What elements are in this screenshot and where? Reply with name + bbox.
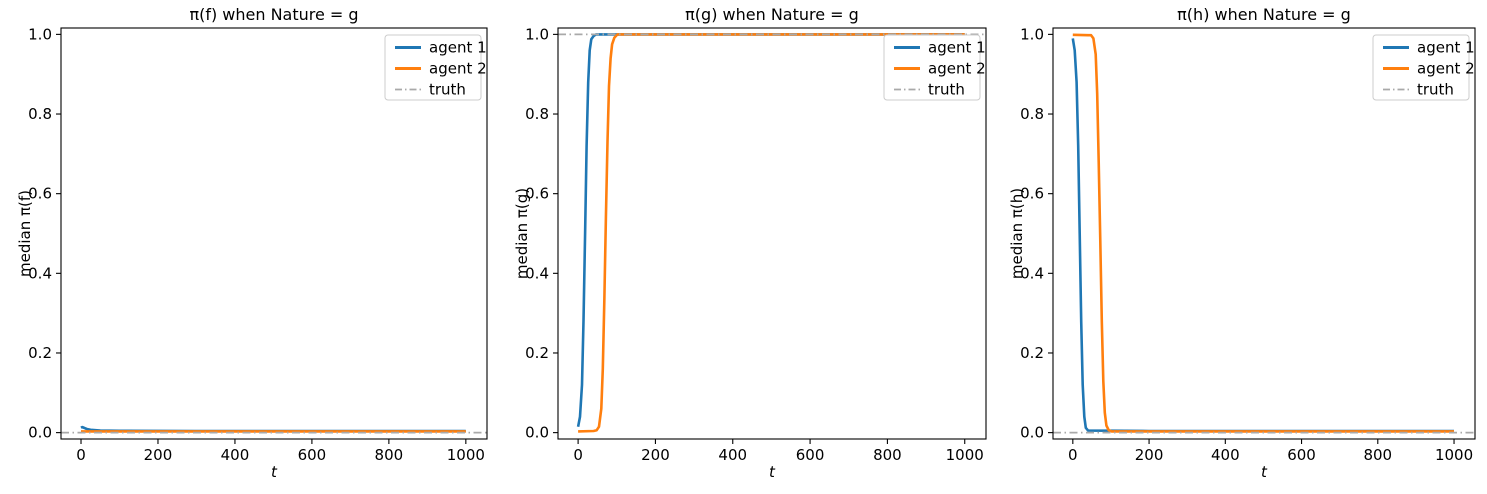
subplot-3: π(h) when Nature = g 0 200 400 600 800 1000 0.0… <box>1008 5 1476 481</box>
y-tick-label: 0.6 <box>525 185 549 203</box>
legend-label: agent 1 <box>928 39 986 57</box>
legend-item-truth: truth <box>894 81 965 99</box>
x-tick-label: 800 <box>873 446 902 464</box>
x-tick-label: 1000 <box>1435 446 1473 464</box>
y-tick-label: 0.2 <box>28 344 52 362</box>
legend: agent 1 agent 2 truth <box>1372 34 1475 101</box>
x-tick-label: 1000 <box>946 446 984 464</box>
legend-item-agent-1: agent 1 <box>395 39 487 57</box>
y-tick-label: 0.4 <box>28 264 52 282</box>
legend-item-agent-2: agent 2 <box>1383 60 1475 78</box>
y-tick-label: 0.4 <box>1020 264 1044 282</box>
legend-label: agent 2 <box>429 60 487 78</box>
legend-box <box>1372 34 1470 101</box>
series-group <box>558 33 986 433</box>
x-tick-label: 0 <box>76 446 86 464</box>
legend-label: agent 2 <box>1417 60 1475 78</box>
y-axis-label: median π(g) <box>513 188 531 279</box>
y-tick-label: 0.6 <box>28 185 52 203</box>
y-tick-label: 1.0 <box>28 25 52 43</box>
y-axis: 0.0 0.2 0.4 0.6 0.8 1.0 <box>525 25 558 442</box>
y-tick-label: 0.0 <box>28 424 52 442</box>
series-group <box>1053 33 1475 434</box>
x-axis: 0 200 400 600 800 1000 <box>76 439 485 464</box>
x-axis: 0 200 400 600 800 1000 <box>1068 439 1473 464</box>
chart-title: π(g) when Nature = g <box>685 5 859 24</box>
x-tick-label: 200 <box>144 446 173 464</box>
y-tick-label: 0.4 <box>525 264 549 282</box>
legend-item-agent-1: agent 1 <box>894 39 986 57</box>
x-tick-label: 0 <box>1068 446 1078 464</box>
x-tick-label: 400 <box>221 446 250 464</box>
y-tick-label: 1.0 <box>525 25 549 43</box>
x-tick-label: 800 <box>1363 446 1392 464</box>
legend-item-agent-1: agent 1 <box>1383 39 1475 57</box>
x-axis-label: t <box>1261 463 1268 481</box>
legend: agent 1 agent 2 truth <box>384 34 487 101</box>
y-tick-label: 0.0 <box>1020 424 1044 442</box>
legend-box <box>883 34 981 101</box>
axes-spines <box>60 27 488 440</box>
y-axis: 0.0 0.2 0.4 0.6 0.8 1.0 <box>28 25 61 442</box>
x-axis-label: t <box>271 463 278 481</box>
y-tick-label: 0.2 <box>1020 344 1044 362</box>
legend-label: truth <box>1417 81 1454 99</box>
series-line-agent-2 <box>1072 33 1454 433</box>
subplot-2: π(g) when Nature = g 0 200 400 600 800 1000 0.0… <box>513 5 987 481</box>
legend: agent 1 agent 2 truth <box>883 34 986 101</box>
y-tick-label: 1.0 <box>1020 25 1044 43</box>
x-tick-label: 600 <box>298 446 327 464</box>
y-tick-label: 0.6 <box>1020 185 1044 203</box>
legend-label: truth <box>429 81 466 99</box>
x-tick-label: 200 <box>1135 446 1164 464</box>
y-tick-label: 0.8 <box>525 105 549 123</box>
y-axis-label: median π(f) <box>16 190 34 277</box>
legend-label: agent 1 <box>1417 39 1475 57</box>
x-axis: 0 200 400 600 800 1000 <box>573 439 984 464</box>
x-tick-label: 600 <box>1287 446 1316 464</box>
y-tick-label: 0.8 <box>28 105 52 123</box>
axes-spines <box>557 27 987 440</box>
y-axis: 0.0 0.2 0.4 0.6 0.8 1.0 <box>1020 25 1053 442</box>
x-tick-label: 400 <box>1211 446 1240 464</box>
y-axis-label: median π(h) <box>1008 188 1026 279</box>
legend-label: agent 2 <box>928 60 986 78</box>
x-tick-label: 1000 <box>447 446 485 464</box>
y-tick-label: 0.8 <box>1020 105 1044 123</box>
legend-item-truth: truth <box>1383 81 1454 99</box>
legend-label: truth <box>928 81 965 99</box>
x-tick-label: 0 <box>573 446 583 464</box>
legend-item-truth: truth <box>395 81 466 99</box>
legend-item-agent-2: agent 2 <box>894 60 986 78</box>
legend-item-agent-2: agent 2 <box>395 60 487 78</box>
x-tick-label: 600 <box>796 446 825 464</box>
x-tick-label: 800 <box>375 446 404 464</box>
series-group <box>61 425 487 434</box>
y-tick-label: 0.0 <box>525 424 549 442</box>
subplot-1: π(f) when Nature = g 0 200 400 600 800 1000 0.0… <box>16 5 488 481</box>
chart-title: π(h) when Nature = g <box>1177 5 1351 24</box>
y-tick-label: 0.2 <box>525 344 549 362</box>
axes-spines <box>1052 27 1476 440</box>
chart-title: π(f) when Nature = g <box>189 5 358 24</box>
x-axis-label: t <box>769 463 776 481</box>
x-tick-label: 200 <box>641 446 670 464</box>
legend-box <box>384 34 482 101</box>
legend-label: agent 1 <box>429 39 487 57</box>
x-tick-label: 400 <box>718 446 747 464</box>
